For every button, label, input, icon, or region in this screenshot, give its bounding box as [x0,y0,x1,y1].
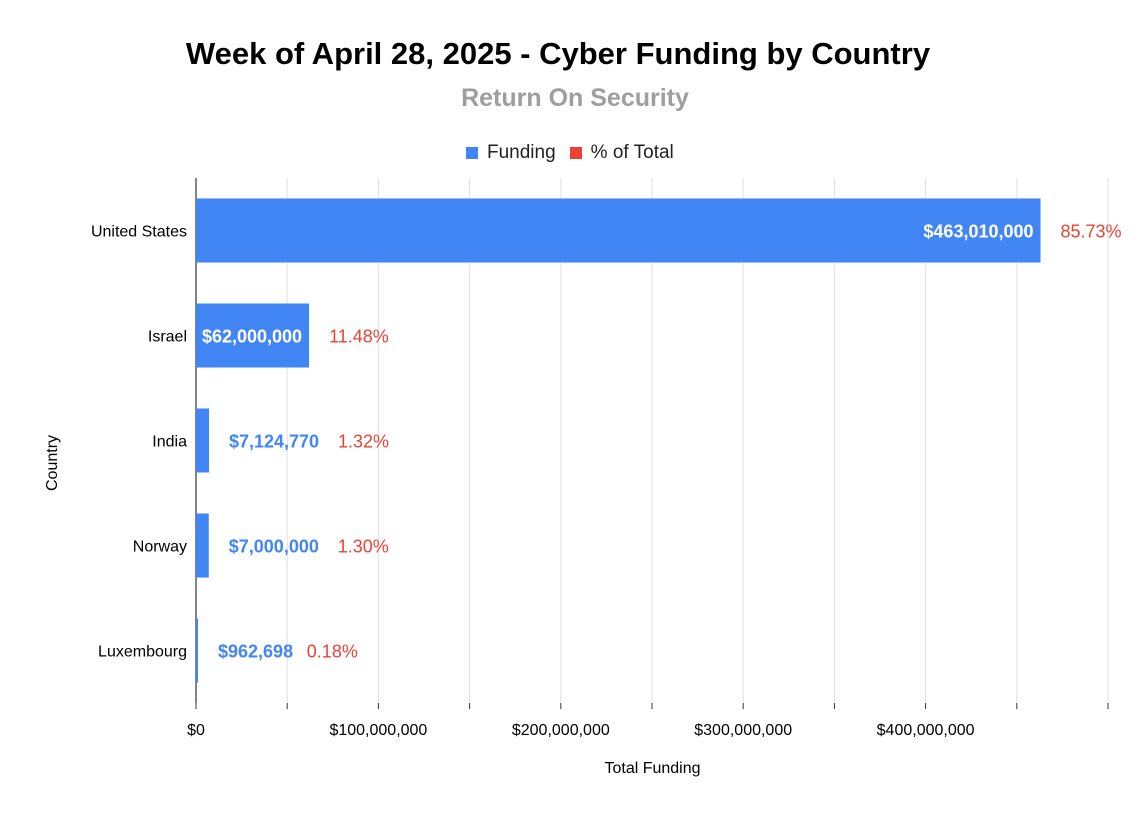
y-tick-label: Luxembourg [98,644,187,661]
data-label-funding: $7,000,000 [229,537,319,557]
bar-israel [196,303,310,368]
data-label-funding: $962,698 [218,642,293,662]
x-tick-label: $100,000,000 [329,722,427,739]
data-label-funding: $62,000,000 [202,327,302,347]
x-tick-label: $400,000,000 [877,722,975,739]
x-tick-label: $200,000,000 [512,722,610,739]
data-label-percent: 0.18% [307,642,358,662]
legend-swatch-percent [569,147,582,159]
legend: Funding % of Total [466,142,688,164]
data-label-funding: $463,010,000 [923,222,1033,242]
y-axis-label: Country [44,434,61,491]
chart-title: Week of April 28, 2025 - Cyber Funding b… [185,36,931,71]
y-tick-label: India [152,434,187,451]
x-tick-label: $0 [187,722,205,739]
bar-india [196,408,209,473]
legend-label-funding: Funding [487,142,556,163]
y-tick-label: Israel [148,329,187,346]
data-label-percent: 85.73% [1061,222,1122,242]
data-label-funding: $7,124,770 [229,432,319,452]
bar-norway [196,513,209,578]
legend-label-percent: % of Total [590,142,674,163]
x-tick-label: $300,000,000 [694,722,792,739]
bar-luxembourg [196,618,198,683]
legend-item-percent: % of Total [569,142,674,164]
legend-swatch-funding [466,147,478,159]
y-tick-label: United States [91,224,187,241]
x-axis-label: Total Funding [604,760,701,777]
chart-subtitle: Return On Security [461,84,689,112]
data-label-percent: 1.32% [338,432,389,452]
data-label-percent: 1.30% [338,537,389,557]
bar-united-states [196,198,1041,263]
y-tick-label: Norway [133,539,187,556]
data-label-percent: 11.48% [329,327,389,347]
legend-item-funding: Funding [466,142,556,164]
